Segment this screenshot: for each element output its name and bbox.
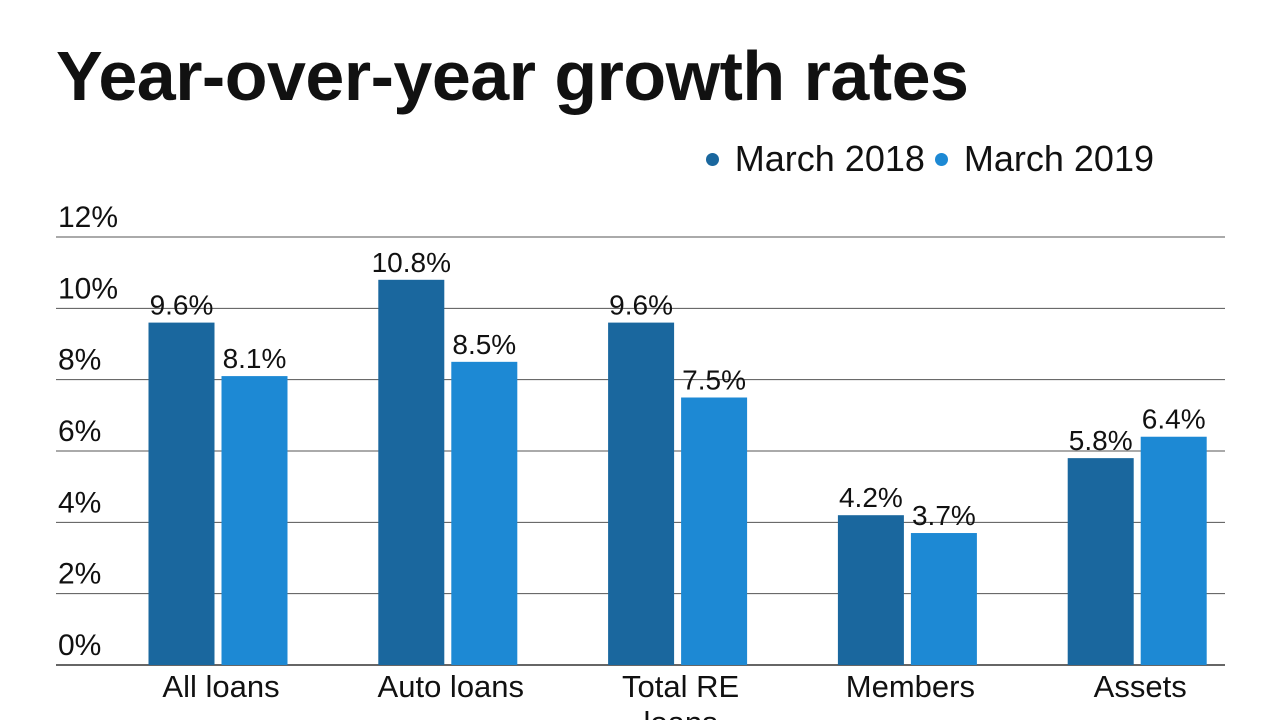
data-label: 4.2% <box>839 482 903 513</box>
bar <box>1067 458 1134 665</box>
legend-dot-icon <box>934 152 948 166</box>
y-tick-label: 2% <box>58 558 101 591</box>
bar <box>221 376 288 665</box>
data-label: 8.1% <box>223 343 287 374</box>
y-tick-label: 0% <box>58 629 101 662</box>
data-label: 6.4% <box>1142 404 1206 435</box>
legend-item-march-2019: March 2019 <box>934 138 1154 180</box>
bar <box>148 322 215 665</box>
y-tick-label: 8% <box>58 344 101 377</box>
y-tick-label: 6% <box>58 415 101 448</box>
bar <box>837 515 904 665</box>
data-label: 7.5% <box>682 365 746 396</box>
x-tick-label: Auto loans <box>378 669 525 704</box>
legend: March 2018 March 2019 <box>705 138 1154 180</box>
data-label: 9.6% <box>609 290 673 321</box>
x-tick-label: All loans <box>162 669 279 704</box>
y-tick-label: 12% <box>58 201 118 234</box>
bar <box>451 361 518 665</box>
x-tick-label: Total REloans <box>622 669 739 720</box>
data-label: 8.5% <box>452 329 516 360</box>
bar <box>910 533 977 665</box>
y-tick-label: 4% <box>58 486 101 519</box>
x-tick-label: Members <box>846 669 975 704</box>
chart-title: Year-over-year growth rates <box>56 37 969 115</box>
data-label: 10.8% <box>372 247 451 278</box>
legend-label: March 2018 <box>734 138 925 179</box>
bar <box>1140 436 1207 665</box>
legend-label: March 2019 <box>963 138 1154 179</box>
data-label: 3.7% <box>912 500 976 531</box>
y-tick-label: 10% <box>58 272 118 305</box>
x-tick-label: Assets <box>1094 669 1187 704</box>
bar <box>378 279 445 665</box>
bar <box>681 397 748 665</box>
legend-dot-icon <box>705 152 719 166</box>
bar <box>608 322 675 665</box>
data-label: 9.6% <box>150 290 214 321</box>
data-label: 5.8% <box>1069 425 1133 456</box>
legend-item-march-2018: March 2018 <box>705 138 925 180</box>
